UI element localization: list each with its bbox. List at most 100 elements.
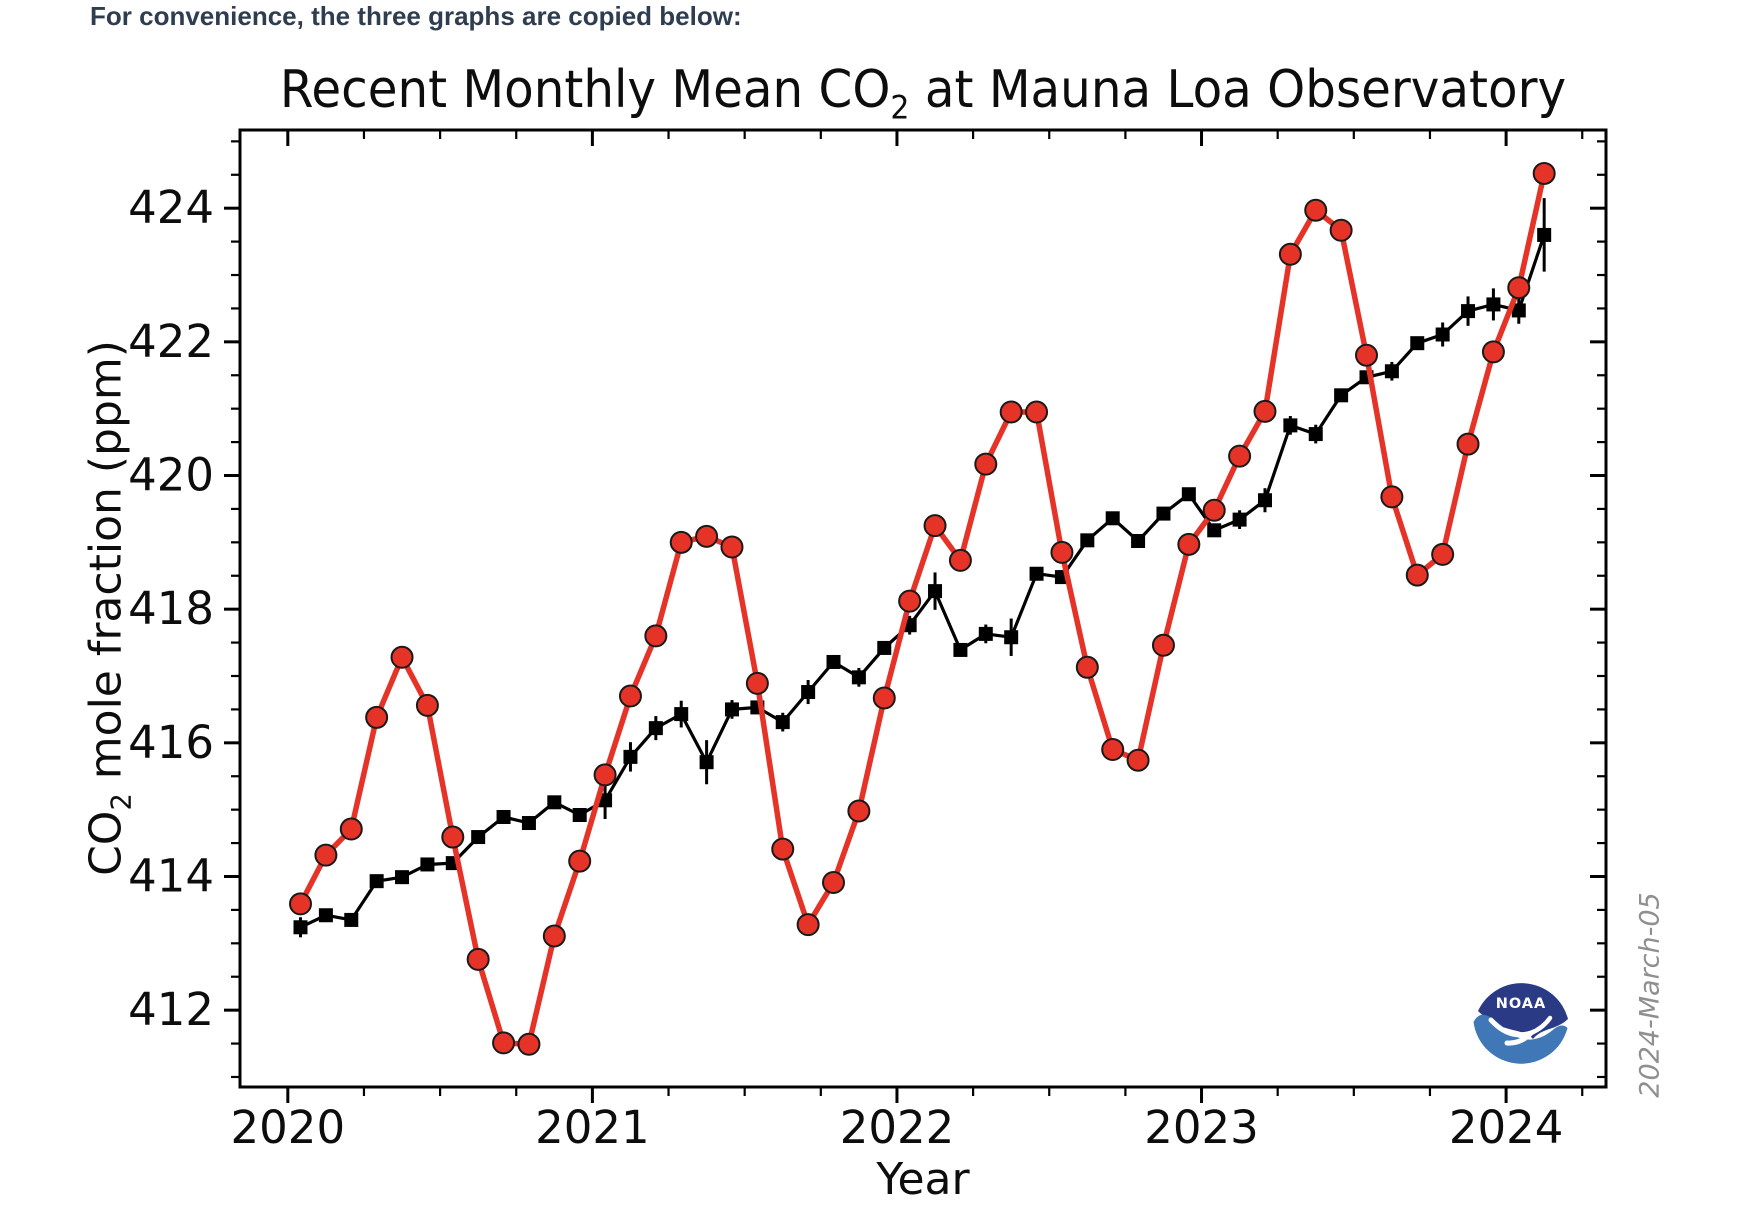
- monthly-mean-point: [1151, 633, 1175, 657]
- monthly-mean-point: [1202, 498, 1226, 522]
- trend-point: [648, 721, 663, 736]
- trend-point: [318, 908, 333, 923]
- monthly-mean-point: [542, 924, 566, 948]
- trend-point: [674, 707, 689, 722]
- monthly-mean-point: [339, 817, 363, 841]
- monthly-mean-series: [289, 161, 1556, 1056]
- trend-point: [1308, 427, 1323, 442]
- trend-point: [1207, 523, 1222, 538]
- trend-point: [369, 874, 384, 889]
- trend-point: [724, 702, 739, 717]
- monthly-mean-point: [974, 452, 998, 476]
- monthly-mean-point: [1507, 276, 1531, 300]
- monthly-mean-point: [466, 947, 490, 971]
- trend-point: [471, 830, 486, 845]
- trend-point: [801, 685, 816, 700]
- trend-point: [1181, 487, 1196, 502]
- monthly-mean-point: [999, 400, 1023, 424]
- seagull-wing-icon: [1528, 1015, 1553, 1036]
- trend-point: [496, 810, 511, 825]
- trend-point: [978, 626, 993, 641]
- monthly-mean-point: [695, 524, 719, 548]
- trend-point: [1257, 493, 1272, 508]
- trend-point: [1334, 388, 1349, 403]
- monthly-mean-point: [1380, 485, 1404, 509]
- monthly-mean-point: [441, 825, 465, 849]
- monthly-mean-point: [568, 849, 592, 873]
- trend-point: [1410, 336, 1425, 351]
- trend-point: [1004, 630, 1019, 645]
- monthly-mean-point: [289, 892, 313, 916]
- monthly-mean-point: [593, 763, 617, 787]
- monthly-mean-point: [923, 514, 947, 538]
- monthly-mean-point: [872, 686, 896, 710]
- trend-point: [775, 715, 790, 730]
- monthly-mean-point: [948, 548, 972, 572]
- monthly-mean-point: [1025, 400, 1049, 424]
- trend-point: [826, 654, 841, 669]
- noaa-logo: NOAA: [1473, 970, 1569, 1066]
- trend-point: [699, 755, 714, 770]
- monthly-mean-point: [771, 837, 795, 861]
- trend-point: [1156, 506, 1171, 521]
- x-axis-label: Year: [876, 1154, 970, 1205]
- monthly-mean-point: [1405, 563, 1429, 587]
- y-tick-label: 418: [128, 582, 214, 635]
- monthly-mean-point: [745, 671, 769, 695]
- monthly-mean-point: [1278, 242, 1302, 266]
- trend-point: [1435, 327, 1450, 342]
- trend-point: [1131, 534, 1146, 549]
- monthly-mean-point: [1177, 532, 1201, 556]
- monthly-mean-point: [1228, 444, 1252, 468]
- y-tick-label: 424: [128, 181, 214, 234]
- monthly-mean-point: [644, 624, 668, 648]
- trend-point: [1029, 566, 1044, 581]
- trend-point: [420, 857, 435, 872]
- trend-point: [1537, 227, 1552, 242]
- x-tick-label: 2022: [840, 1101, 955, 1154]
- y-tick-label: 412: [128, 983, 214, 1036]
- monthly-mean-point: [847, 799, 871, 823]
- trend-point: [1486, 297, 1501, 312]
- trend-point: [877, 640, 892, 655]
- monthly-mean-point: [1329, 218, 1353, 242]
- trend-point: [1283, 418, 1298, 433]
- monthly-mean-point: [1355, 343, 1379, 367]
- noaa-logo-text: NOAA: [1496, 996, 1547, 1012]
- monthly-mean-point: [669, 530, 693, 554]
- trend-point: [1232, 512, 1247, 527]
- monthly-mean-point: [898, 589, 922, 613]
- trend-point: [572, 808, 587, 823]
- chart-title-prefix: Recent Monthly Mean CO: [279, 60, 891, 120]
- chart-title: Recent Monthly Mean CO2 at Mauna Loa Obs…: [279, 60, 1567, 124]
- monthly-mean-point: [720, 535, 744, 559]
- monthly-mean-point: [314, 843, 338, 867]
- y-tick-label: 414: [128, 849, 214, 902]
- y-tick-label: 420: [128, 449, 214, 502]
- trend-point: [344, 912, 359, 927]
- y-tick-label: 422: [128, 315, 214, 368]
- trend-point: [1461, 304, 1476, 319]
- trend-point: [547, 795, 562, 810]
- monthly-mean-point: [365, 705, 389, 729]
- x-tick-label: 2024: [1449, 1101, 1564, 1154]
- trend-point: [1105, 511, 1120, 526]
- monthly-mean-point: [1481, 340, 1505, 364]
- monthly-mean-point: [1431, 542, 1455, 566]
- chart-title-suffix: at Mauna Loa Observatory: [909, 60, 1567, 120]
- monthly-mean-point: [1050, 540, 1074, 564]
- axes: 412 414 416 418 420 422 424 2020 2021 2022 2023 202…: [128, 128, 1608, 1154]
- monthly-mean-point: [822, 871, 846, 895]
- x-tick-label: 2023: [1144, 1101, 1259, 1154]
- monthly-mean-point: [1126, 748, 1150, 772]
- trend-point: [521, 816, 536, 831]
- monthly-mean-point: [390, 645, 414, 669]
- intro-text: For convenience, the three graphs are co…: [90, 1, 742, 31]
- trend-point: [928, 584, 943, 599]
- trend-point: [953, 642, 968, 657]
- monthly-mean-point: [1304, 198, 1328, 222]
- x-tick-label: 2020: [231, 1101, 346, 1154]
- monthly-mean-point: [415, 693, 439, 717]
- trend-point: [1384, 364, 1399, 379]
